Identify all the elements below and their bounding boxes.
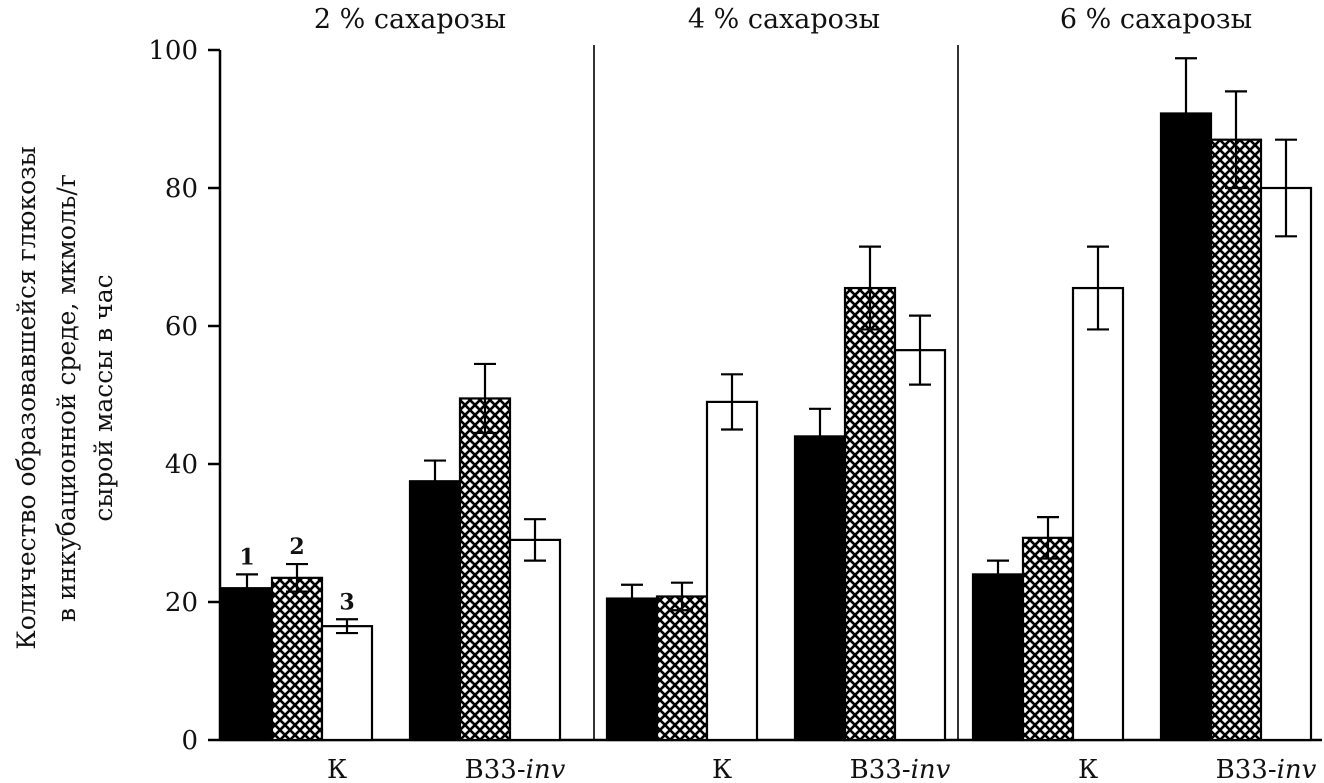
y-tick-label: 100: [148, 36, 198, 66]
bar: [655, 595, 709, 742]
chart-panel: 4 % сахарозы К В33-inv: [605, 4, 951, 783]
bar: [705, 400, 759, 742]
bar-group: К: [605, 373, 759, 783]
group-label: В33-inv: [850, 755, 951, 783]
series-number-label: 3: [339, 589, 354, 615]
bar-group: 1 2 3 К: [220, 534, 374, 783]
series-number-label: 2: [289, 534, 304, 560]
y-tick-label: 0: [181, 726, 198, 756]
y-tick-label: 80: [165, 174, 198, 204]
panel-title: 6 % сахарозы: [1060, 4, 1252, 35]
y-tick-label: 20: [165, 588, 198, 618]
bar-group: В33-inv: [793, 245, 951, 783]
bar: [270, 576, 324, 742]
chart-panel: 6 % сахарозы К В33-inv: [971, 4, 1317, 783]
bar: [843, 286, 897, 742]
y-axis-label-line: Количество образовавшейся глюкозы: [12, 146, 41, 649]
bar: [458, 397, 512, 742]
bar-group: В33-inv: [1159, 57, 1317, 783]
y-axis-label-line: в инкубационной среде, мкмоль/г: [52, 174, 81, 622]
bar: [220, 587, 274, 742]
bar: [320, 625, 374, 742]
y-axis-label: Количество образовавшейся глюкозы в инкуб…: [12, 146, 118, 649]
bar: [793, 435, 847, 742]
bar: [408, 480, 462, 742]
group-label: К: [1078, 755, 1098, 783]
bar-group: К: [971, 245, 1125, 783]
chart-panels: 2 % сахарозы 1 2 3 К В33-inv 4 % сахарозы К В33-…: [220, 4, 1317, 783]
bar: [1259, 186, 1313, 742]
bar: [1021, 536, 1075, 742]
bar: [508, 538, 562, 742]
axes: 0 20 40 60 80 100: [148, 36, 1322, 756]
group-label: К: [327, 755, 347, 783]
bar: [893, 349, 947, 742]
bar: [1209, 138, 1263, 742]
y-tick-label: 60: [165, 312, 198, 342]
y-axis-label-line: сырой массы в час: [89, 274, 118, 521]
series-number-label: 1: [239, 544, 254, 570]
group-label: В33-inv: [465, 755, 566, 783]
y-tick-label: 40: [165, 450, 198, 480]
bar: [1159, 112, 1213, 742]
panel-title: 4 % сахарозы: [688, 4, 880, 35]
panel-title: 2 % сахарозы: [314, 4, 506, 35]
bar: [971, 573, 1025, 742]
group-label: К: [712, 755, 732, 783]
bar-group: В33-inv: [408, 362, 566, 783]
bar: [605, 597, 659, 742]
group-label: В33-inv: [1216, 755, 1317, 783]
chart-panel: 2 % сахарозы 1 2 3 К В33-inv: [220, 4, 566, 783]
bar: [1071, 286, 1125, 742]
